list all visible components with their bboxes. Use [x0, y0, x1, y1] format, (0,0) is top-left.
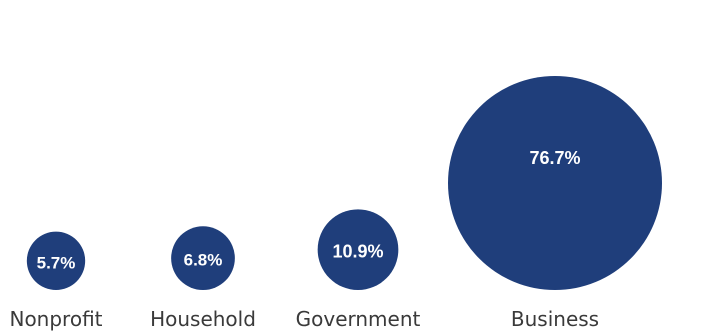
bubble-government: [317, 209, 399, 290]
category-label-household: Household: [150, 307, 256, 331]
value-label-nonprofit: 5.7%: [37, 253, 76, 272]
category-label-government: Government: [296, 307, 421, 331]
value-label-business: 76.7%: [529, 148, 580, 168]
bubble-business: [448, 76, 662, 290]
bubble-nonprofit: [26, 231, 86, 290]
bubbles-group: 5.7% 6.8% 10.9% 76.7%: [26, 76, 662, 290]
category-label-business: Business: [511, 307, 599, 331]
value-label-government: 10.9%: [332, 242, 383, 262]
category-labels-group: Nonprofit Household Government Business: [9, 307, 599, 331]
bubble-household: [171, 226, 235, 290]
value-label-household: 6.8%: [184, 251, 223, 270]
category-label-nonprofit: Nonprofit: [9, 307, 102, 331]
